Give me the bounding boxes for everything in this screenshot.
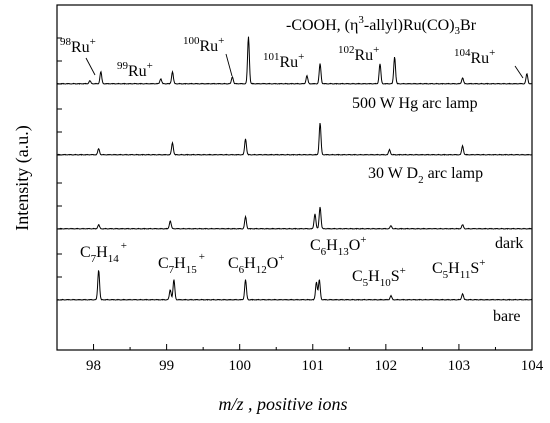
frag-c5h10s: C5H10S+ <box>352 265 406 289</box>
trace-30-w-d2-arc-lamp <box>56 123 533 156</box>
x-tick-label: 101 <box>302 358 325 374</box>
pointer-ru98 <box>85 57 96 76</box>
pointer-ru104 <box>514 65 524 79</box>
isotope-pointers <box>85 53 524 79</box>
ru102-label: 102Ru+ <box>338 44 379 64</box>
frag-c6h13o: C6H13O+ <box>310 234 367 258</box>
x-tick-label: 104 <box>521 358 544 374</box>
spectrum-traces <box>56 36 533 301</box>
x-tick-label: 102 <box>375 358 398 374</box>
trace-label-hg: 500 W Hg arc lamp <box>352 95 478 112</box>
ru100-label: 100Ru+ <box>183 35 224 55</box>
ru104-label: 104Ru+ <box>454 47 495 67</box>
trace-label-dark: dark <box>495 235 523 252</box>
axis-ticks: 98 99 100 101 102 103 104 <box>56 344 544 374</box>
trace-label-d2: 30 W D2 arc lamp <box>368 165 483 186</box>
trace-500-w-hg-arc-lamp <box>56 36 533 85</box>
y-axis-label: Intensity (a.u.) <box>12 125 33 230</box>
x-tick-label: 99 <box>159 358 174 374</box>
plot-frame <box>56 4 533 351</box>
ru98-label: 98Ru+ <box>60 36 96 56</box>
frag-c5h11s: C5H11S+ <box>432 257 485 281</box>
frag-c6h12o: C6H12O+ <box>228 252 285 276</box>
x-tick-label: 100 <box>228 358 251 374</box>
ru99-label: 99Ru+ <box>117 60 153 80</box>
frag-c7h14: C7H14+ <box>80 240 127 265</box>
ru101-label: 101Ru+ <box>263 51 304 71</box>
x-tick-label: 103 <box>448 358 471 374</box>
frag-c7h15: C7H15+ <box>158 251 205 276</box>
x-axis-label: m/z , positive ions <box>219 394 348 414</box>
compound-label: -COOH, (η3-allyl)Ru(CO)3Br <box>286 14 477 37</box>
pointer-ru100 <box>225 53 233 77</box>
trace-label-bare: bare <box>493 308 521 325</box>
trace-dark <box>56 206 533 230</box>
x-tick-label: 98 <box>86 358 101 374</box>
trace-bare <box>56 270 533 301</box>
